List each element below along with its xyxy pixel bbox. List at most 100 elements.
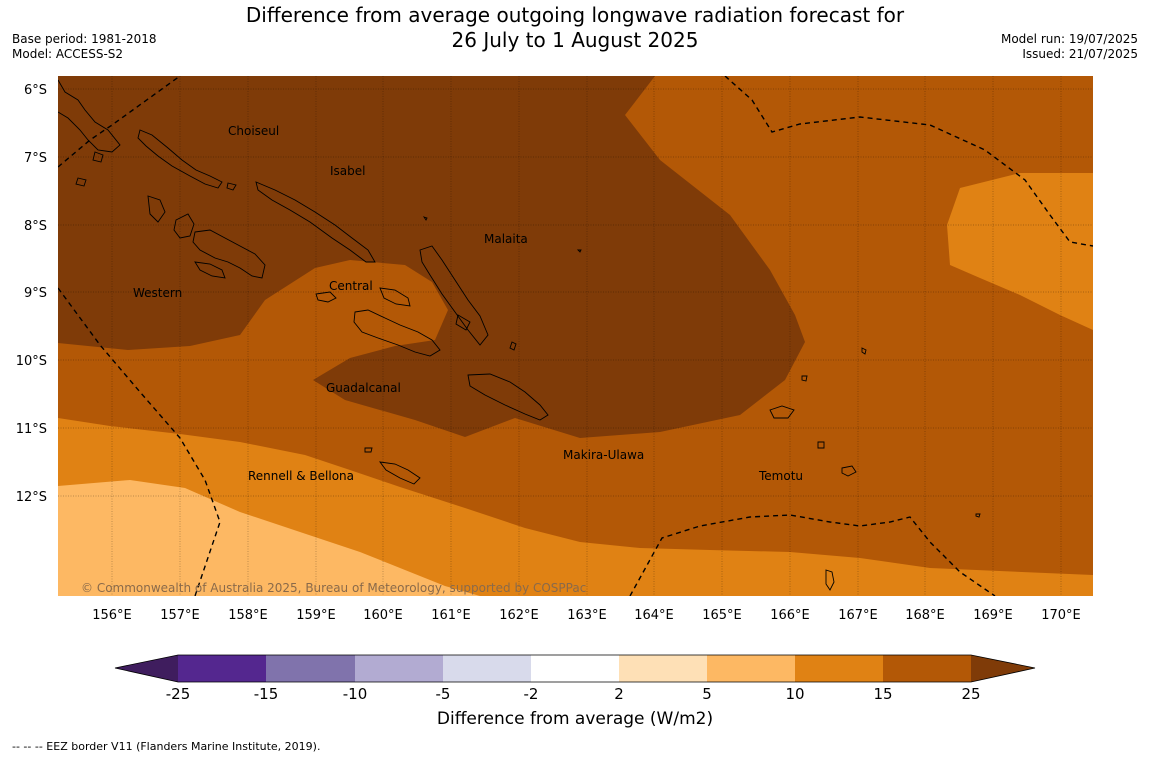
region-label-isabel: Isabel [330, 164, 365, 178]
map-area: Choiseul Isabel Malaita Western Central … [58, 76, 1093, 596]
island-ulawa [509, 341, 517, 351]
map-title: Difference from average outgoing longwav… [0, 3, 1150, 53]
region-label-malaita: Malaita [484, 232, 528, 246]
anomaly-band-above-25 [58, 76, 805, 438]
colorbar-segment [355, 655, 443, 682]
island-isabel [255, 181, 376, 263]
island-ontong [422, 216, 428, 221]
lat-label: 8°S [24, 219, 47, 234]
colorbar-segment [443, 655, 531, 682]
colorbar-segment [619, 655, 707, 682]
island-rennell [378, 461, 421, 485]
region-label-central: Central [329, 279, 373, 293]
meta-left: Base period: 1981-2018 Model: ACCESS-S2 [12, 32, 157, 62]
island-kolombangara [173, 213, 195, 239]
graticule [58, 76, 1093, 596]
lat-label: 10°S [16, 354, 47, 369]
island-small [92, 151, 104, 163]
lat-label: 9°S [24, 286, 47, 301]
base-period-text: Base period: 1981-2018 [12, 32, 157, 46]
colorbar-tick: -15 [254, 685, 279, 703]
colorbar-segment [531, 655, 619, 682]
island-small [75, 177, 87, 187]
island-rendova [194, 261, 226, 279]
region-label-makira-ulawa: Makira-Ulawa [563, 448, 644, 462]
island-small-malaita [455, 314, 471, 331]
lon-label: 166°E [770, 608, 810, 623]
island-guadalcanal [353, 309, 441, 357]
lon-label: 163°E [567, 608, 607, 623]
lon-label: 167°E [838, 608, 878, 623]
colorbar-outline [114, 654, 1036, 683]
colorbar-segment [266, 655, 355, 682]
island-fatutaka [975, 513, 981, 518]
lat-label: 12°S [16, 490, 47, 505]
lon-label: 169°E [973, 608, 1013, 623]
island-reef [801, 375, 808, 382]
colorbar-tick: 2 [614, 685, 624, 703]
lon-label: 156°E [92, 608, 132, 623]
colorbar [114, 654, 1036, 683]
island-nendo [769, 405, 795, 419]
island-vanikoro [841, 465, 857, 477]
colorbar-tick: -2 [524, 685, 539, 703]
title-line-2: 26 July to 1 August 2025 [451, 28, 699, 52]
region-label-choiseul: Choiseul [228, 124, 279, 138]
island-small [226, 182, 237, 191]
region-label-temotu: Temotu [758, 469, 803, 483]
lon-label: 157°E [160, 608, 200, 623]
colorbar-tick: -5 [436, 685, 451, 703]
eez-footnote: -- -- -- EEZ border V11 (Flanders Marine… [12, 740, 321, 753]
eez-border-ne [724, 76, 1093, 247]
lon-label: 162°E [499, 608, 539, 623]
colorbar-segment-below-neg25 [115, 655, 178, 682]
island-vella-lavella [147, 195, 166, 223]
eez-border-se [629, 514, 996, 596]
colorbar-segment [707, 655, 795, 682]
lat-label: 7°S [24, 151, 47, 166]
region-label-guadalcanal: Guadalcanal [326, 381, 401, 395]
colorbar-title: Difference from average (W/m2) [436, 709, 714, 729]
colorbar-tick: -25 [166, 685, 191, 703]
title-line-1: Difference from average outgoing longwav… [245, 3, 905, 27]
eez-borders [58, 76, 1093, 596]
colorbar-tick: 25 [961, 685, 980, 703]
region-label-rennell-bellona: Rennell & Bellona [248, 469, 354, 483]
colorbar-segment [795, 655, 883, 682]
model-run-text: Model run: 19/07/2025 [1000, 32, 1138, 46]
island-utupua [817, 441, 825, 449]
colorbar-tick: 5 [702, 685, 712, 703]
meta-right: Model run: 19/07/2025 Issued: 21/07/2025 [1001, 32, 1138, 62]
lat-label: 6°S [24, 83, 47, 98]
colorbar-segment-above-25 [971, 655, 1035, 682]
island-florida [379, 287, 411, 307]
island-bellona [364, 447, 373, 453]
eez-border-sw [58, 287, 221, 596]
colorbar-segment [178, 655, 266, 682]
lon-label: 170°E [1041, 608, 1081, 623]
colorbar-segment [883, 655, 971, 682]
island-bougainville [58, 79, 121, 153]
colorbar-tick: 10 [785, 685, 804, 703]
islands [58, 79, 981, 591]
lon-label: 161°E [431, 608, 471, 623]
region-label-western: Western [133, 286, 182, 300]
island-makira [467, 373, 549, 421]
anomaly-band-10-15-east [947, 173, 1093, 330]
lon-label: 168°E [905, 608, 945, 623]
lat-label: 11°S [16, 422, 47, 437]
copyright-text: © Commonwealth of Australia 2025, Bureau… [81, 581, 586, 595]
issued-text: Issued: 21/07/2025 [1022, 47, 1138, 61]
island-anuta [825, 569, 835, 591]
island-new-georgia [192, 229, 266, 279]
lon-label: 158°E [228, 608, 268, 623]
colorbar-tick: 15 [873, 685, 892, 703]
colorbar-tick: -10 [343, 685, 368, 703]
island-duff [861, 347, 867, 355]
island-sikaiana [576, 249, 582, 253]
lon-label: 160°E [363, 608, 403, 623]
lon-label: 159°E [296, 608, 336, 623]
island-malaita [419, 245, 489, 346]
anomaly-band-5-10 [58, 480, 480, 596]
